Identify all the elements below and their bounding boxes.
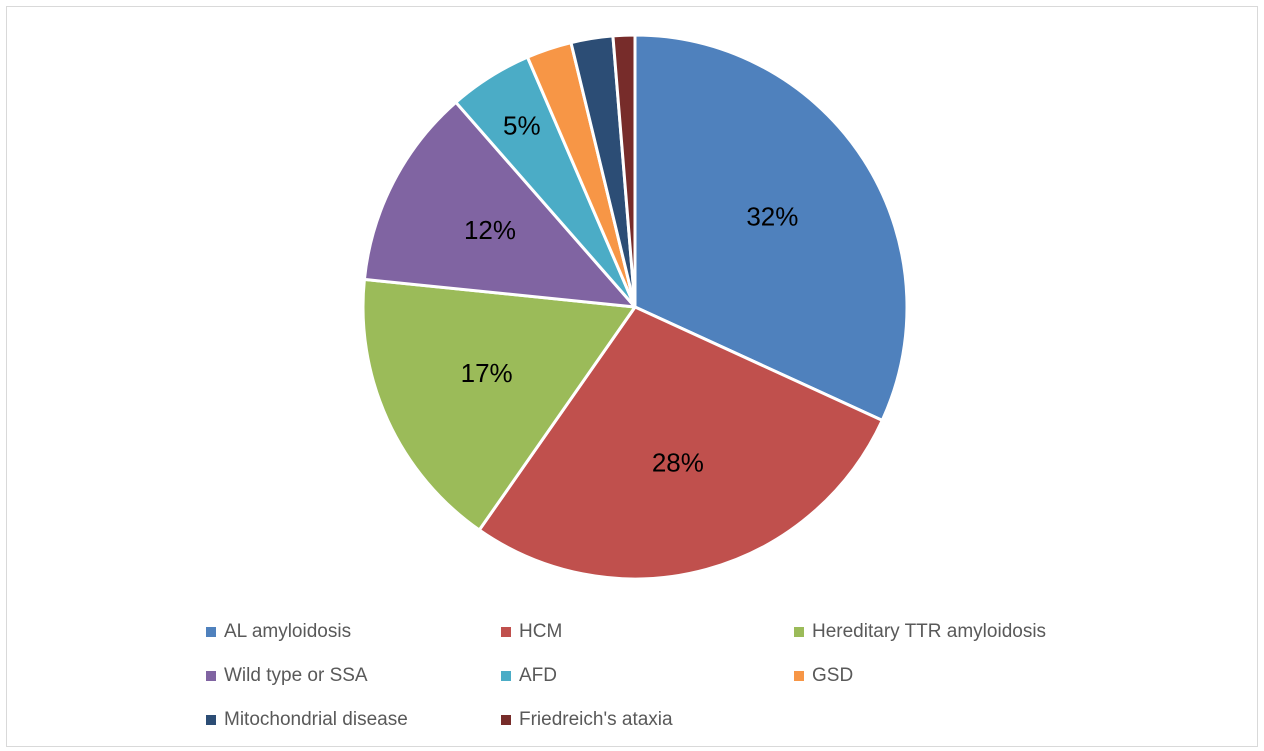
legend-label: Wild type or SSA — [224, 665, 368, 686]
data-label: 5% — [503, 110, 541, 140]
legend-label: HCM — [519, 621, 562, 642]
data-label: 32% — [746, 202, 798, 232]
legend-label: Friedreich's ataxia — [519, 709, 673, 730]
legend-label: GSD — [812, 665, 853, 686]
data-label: 12% — [464, 215, 516, 245]
legend-swatch — [794, 671, 804, 681]
pie-slice — [633, 33, 909, 422]
legend-label: Hereditary TTR amyloidosis — [812, 621, 1046, 642]
legend-label: Mitochondrial disease — [224, 709, 408, 730]
legend-swatch — [501, 627, 511, 637]
legend-swatch — [501, 715, 511, 725]
pie-slice — [361, 277, 637, 532]
legend-swatch — [206, 715, 216, 725]
legend-label: AFD — [519, 665, 557, 686]
pie-slice — [611, 33, 637, 309]
legend-swatch — [206, 627, 216, 637]
legend-label: AL amyloidosis — [224, 621, 351, 642]
legend-swatch — [794, 627, 804, 637]
data-label: 28% — [652, 447, 704, 477]
legend-swatch — [501, 671, 511, 681]
pie-slice — [477, 305, 884, 581]
data-label: 17% — [461, 358, 513, 388]
legend-swatch — [206, 671, 216, 681]
pie-slice — [362, 100, 637, 309]
